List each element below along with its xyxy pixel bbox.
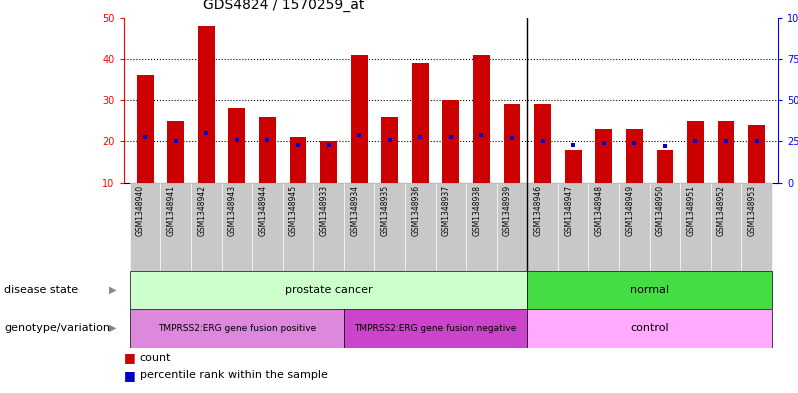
- Bar: [749, 125, 765, 183]
- Bar: [527, 183, 558, 271]
- Text: ■: ■: [124, 369, 136, 382]
- Text: count: count: [140, 353, 171, 363]
- Bar: [504, 104, 520, 183]
- Bar: [168, 121, 184, 183]
- Bar: [381, 117, 398, 183]
- Bar: [717, 121, 734, 183]
- Bar: [558, 183, 588, 271]
- Bar: [619, 183, 650, 271]
- Text: disease state: disease state: [4, 285, 78, 295]
- Text: GSM1348949: GSM1348949: [626, 184, 634, 236]
- Text: GSM1348937: GSM1348937: [442, 184, 451, 236]
- Bar: [252, 183, 282, 271]
- Text: GSM1348947: GSM1348947: [564, 184, 573, 236]
- Bar: [130, 271, 527, 309]
- Text: GSM1348940: GSM1348940: [136, 184, 145, 236]
- Bar: [527, 309, 772, 348]
- Bar: [412, 63, 429, 183]
- Text: GSM1348938: GSM1348938: [472, 184, 481, 235]
- Bar: [534, 104, 551, 183]
- Text: control: control: [630, 323, 669, 333]
- Bar: [650, 183, 680, 271]
- Text: genotype/variation: genotype/variation: [4, 323, 110, 333]
- Text: GSM1348934: GSM1348934: [350, 184, 359, 236]
- Text: GSM1348936: GSM1348936: [411, 184, 421, 236]
- Text: GSM1348951: GSM1348951: [686, 184, 696, 235]
- Bar: [191, 183, 222, 271]
- Bar: [496, 183, 527, 271]
- Bar: [657, 150, 674, 183]
- Text: GSM1348935: GSM1348935: [381, 184, 389, 236]
- Bar: [351, 55, 368, 183]
- Bar: [473, 55, 490, 183]
- Bar: [595, 129, 612, 183]
- Bar: [320, 141, 337, 183]
- Bar: [344, 309, 527, 348]
- Text: TMPRSS2:ERG gene fusion positive: TMPRSS2:ERG gene fusion positive: [158, 324, 316, 332]
- Text: ■: ■: [124, 351, 136, 364]
- Bar: [527, 271, 772, 309]
- Text: GSM1348950: GSM1348950: [656, 184, 665, 236]
- Text: GSM1348948: GSM1348948: [595, 184, 604, 235]
- Text: GSM1348944: GSM1348944: [259, 184, 267, 236]
- Bar: [442, 100, 460, 183]
- Bar: [680, 183, 711, 271]
- Text: GSM1348942: GSM1348942: [197, 184, 206, 235]
- Bar: [160, 183, 191, 271]
- Bar: [228, 108, 245, 183]
- Bar: [222, 183, 252, 271]
- Text: GSM1348953: GSM1348953: [748, 184, 757, 236]
- Bar: [436, 183, 466, 271]
- Bar: [687, 121, 704, 183]
- Bar: [711, 183, 741, 271]
- Bar: [405, 183, 436, 271]
- Text: GSM1348952: GSM1348952: [717, 184, 726, 235]
- Text: ▶: ▶: [109, 285, 117, 295]
- Bar: [290, 137, 306, 183]
- Text: GDS4824 / 1570259_at: GDS4824 / 1570259_at: [203, 0, 365, 12]
- Text: ▶: ▶: [109, 323, 117, 333]
- Text: GSM1348945: GSM1348945: [289, 184, 298, 236]
- Bar: [741, 183, 772, 271]
- Bar: [314, 183, 344, 271]
- Text: GSM1348933: GSM1348933: [319, 184, 329, 236]
- Text: percentile rank within the sample: percentile rank within the sample: [140, 370, 327, 380]
- Bar: [565, 150, 582, 183]
- Bar: [130, 183, 160, 271]
- Text: GSM1348943: GSM1348943: [227, 184, 237, 236]
- Bar: [282, 183, 314, 271]
- Bar: [130, 309, 344, 348]
- Bar: [259, 117, 276, 183]
- Bar: [588, 183, 619, 271]
- Text: GSM1348946: GSM1348946: [534, 184, 543, 236]
- Text: GSM1348939: GSM1348939: [503, 184, 512, 236]
- Bar: [344, 183, 374, 271]
- Bar: [198, 26, 215, 183]
- Bar: [136, 75, 153, 183]
- Bar: [374, 183, 405, 271]
- Text: normal: normal: [630, 285, 670, 295]
- Bar: [626, 129, 642, 183]
- Text: GSM1348941: GSM1348941: [167, 184, 176, 235]
- Bar: [466, 183, 496, 271]
- Text: TMPRSS2:ERG gene fusion negative: TMPRSS2:ERG gene fusion negative: [354, 324, 517, 332]
- Text: prostate cancer: prostate cancer: [285, 285, 373, 295]
